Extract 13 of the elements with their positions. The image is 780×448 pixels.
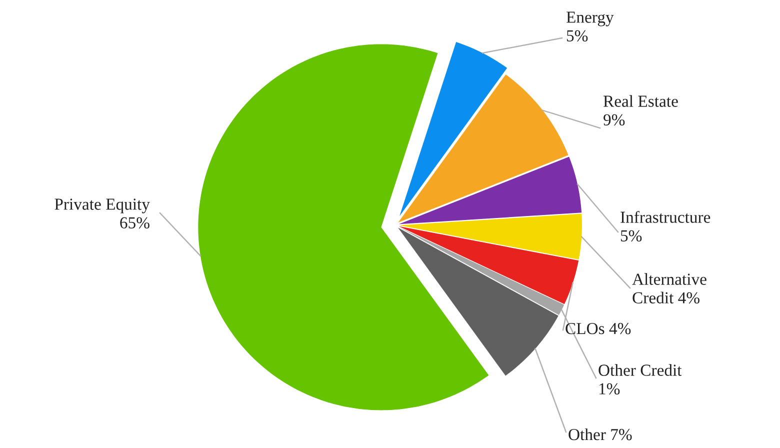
data-label: 5% <box>566 30 588 42</box>
slice-label: Private Equity <box>54 198 150 214</box>
data-label: 65% <box>120 217 150 229</box>
slice-label: Infrastructure <box>620 210 710 223</box>
slice-label: Real Estate <box>603 95 678 107</box>
slice-label: Energy <box>566 12 614 26</box>
data-label: 5% <box>620 230 642 242</box>
slice-label: Alternative Credit 4% <box>632 273 706 304</box>
slice-label: Other 7% <box>568 428 632 440</box>
data-label: 1% <box>599 383 620 395</box>
slice-label: Other Credit <box>598 364 682 376</box>
data-label: 9% <box>604 114 625 126</box>
slice-label: CLOs 4% <box>566 322 631 334</box>
